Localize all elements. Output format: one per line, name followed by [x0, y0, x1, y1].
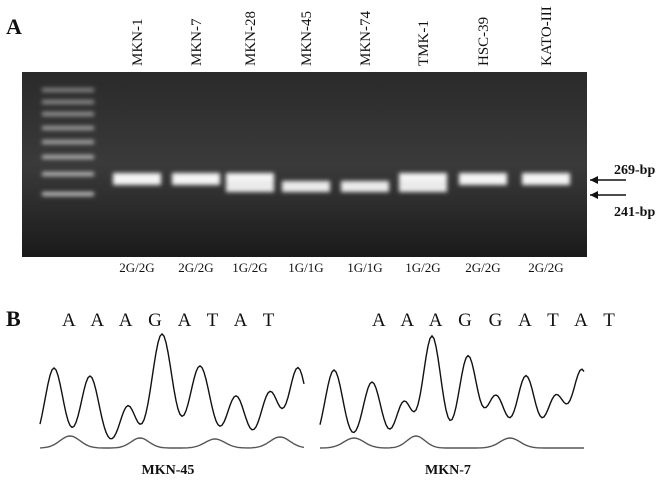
arrow-head — [590, 191, 598, 199]
gel — [22, 72, 587, 257]
genotype-label: 1G/1G — [288, 260, 323, 275]
genotype-label: 2G/2G — [178, 260, 213, 275]
ladder-band — [42, 155, 94, 159]
genotype-labels: 2G/2G 2G/2G 1G/2G 1G/1G 1G/1G 1G/2G 2G/2G 2G/2G — [119, 260, 563, 275]
genotype-label: 2G/2G — [465, 260, 500, 275]
sequence: A A A G G A T A T — [372, 310, 621, 331]
panel-b-label: B — [6, 306, 21, 331]
lane-label: MKN-7 — [189, 18, 205, 66]
lane-label: MKN-45 — [299, 11, 315, 66]
genotype-label: 1G/2G — [232, 260, 267, 275]
lane-label: TMK-1 — [416, 20, 432, 66]
ladder-band — [42, 100, 94, 104]
lane-labels: MKN-1 MKN-7 MKN-28 MKN-45 MKN-74 TMK-1 HSC-39 K… — [130, 6, 555, 66]
genotype-label: 1G/2G — [405, 260, 440, 275]
band — [399, 181, 447, 192]
sequence: A A A G A T A T — [62, 310, 280, 331]
sample-label: MKN-45 — [142, 463, 195, 478]
trace — [320, 336, 584, 433]
ladder-band — [42, 88, 94, 92]
band — [282, 181, 330, 192]
ladder-band — [42, 140, 94, 144]
band — [459, 173, 507, 185]
trace — [40, 436, 304, 448]
band — [522, 173, 570, 185]
marker-label: 269-bp — [614, 163, 655, 178]
figure: A MKN-1 MKN-7 MKN-28 MKN-45 MKN-74 TMK-1 HSC-3… — [0, 0, 660, 483]
band — [172, 173, 220, 185]
chromatograms — [40, 334, 584, 448]
lane-label: MKN-74 — [358, 11, 374, 66]
genotype-label: 2G/2G — [528, 260, 563, 275]
arrow-head — [590, 176, 598, 184]
ladder-band — [42, 126, 94, 130]
genotype-label: 1G/1G — [347, 260, 382, 275]
trace — [320, 436, 584, 448]
ladder-band — [42, 112, 94, 116]
lane-label: MKN-1 — [130, 19, 146, 67]
band — [341, 181, 389, 192]
genotype-label: 2G/2G — [119, 260, 154, 275]
panel-a-label: A — [6, 14, 22, 39]
lane-label: KATO-III — [539, 6, 555, 66]
sample-label: MKN-7 — [425, 463, 471, 478]
marker-label: 241-bp — [614, 205, 655, 220]
trace — [40, 334, 304, 439]
lane-label: HSC-39 — [476, 17, 492, 66]
band — [226, 181, 274, 192]
band — [113, 173, 161, 185]
ladder-band — [42, 192, 94, 196]
ladder-band — [42, 172, 94, 176]
lane-label: MKN-28 — [243, 11, 259, 66]
